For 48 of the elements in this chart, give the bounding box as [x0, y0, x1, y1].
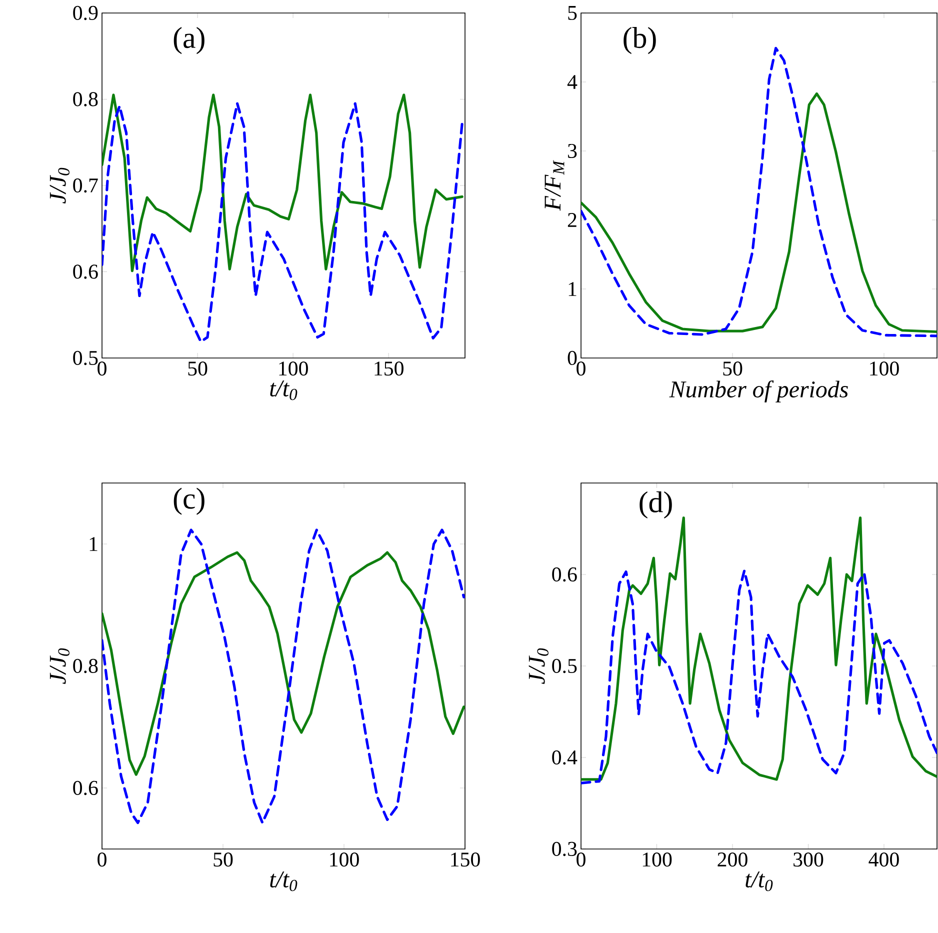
y-tick-label: 0.6 — [73, 264, 98, 279]
y-tick-label: 0.8 — [73, 658, 98, 674]
y-tick-label: 0.5 — [73, 350, 98, 366]
x-tick-label: 100 — [330, 852, 359, 867]
x-tick-label: 400 — [868, 852, 899, 867]
line-series — [102, 551, 466, 776]
y-tick-label: 4 — [567, 75, 578, 89]
x-tick-label: 50 — [723, 362, 742, 376]
x-tick-label: 150 — [451, 852, 480, 867]
line-series — [581, 570, 938, 784]
annotation: (a) — [174, 27, 204, 54]
y-tick-label: 0.9 — [73, 6, 98, 20]
x-axis-title: t/t$_{0}$ — [746, 871, 773, 892]
x-tick-label: 300 — [794, 852, 824, 867]
y-tick-label: 5 — [568, 6, 577, 20]
y-tick-label: 1 — [568, 282, 576, 296]
line-series — [102, 94, 464, 272]
x-tick-label: 50 — [214, 852, 233, 867]
y-tick-label: 0.7 — [73, 178, 98, 193]
y-tick-label: 0.4 — [552, 750, 578, 765]
annotation: (d) — [640, 491, 672, 518]
x-tick-label: 50 — [188, 362, 208, 376]
line-series — [102, 102, 464, 343]
y-tick-label: 0.6 — [552, 567, 577, 582]
y-tick-label: 0.6 — [73, 780, 98, 796]
y-tick-label: 0.5 — [552, 658, 577, 674]
x-axis-title: Number of periods — [669, 380, 848, 402]
x-tick-label: 100 — [642, 852, 672, 867]
x-axis-title: t/t$_{0}$ — [270, 380, 298, 400]
annotation: (b) — [624, 27, 656, 54]
y-tick-label: 0.8 — [73, 92, 98, 106]
line-series — [102, 528, 466, 824]
y-tick-label: 0 — [568, 350, 577, 366]
x-tick-label: 100 — [279, 362, 308, 376]
y-tick-label: 3 — [568, 144, 577, 158]
y-axis-title: F/F$_{M}$ — [544, 160, 564, 211]
y-tick-label: 2 — [568, 213, 576, 227]
x-tick-label: 100 — [870, 362, 899, 376]
y-tick-label: 1 — [90, 537, 98, 551]
x-tick-label: 150 — [374, 362, 404, 376]
x-tick-label: 200 — [718, 852, 748, 867]
x-axis-title: t/t$_{0}$ — [270, 871, 298, 892]
y-tick-label: 0.3 — [552, 842, 577, 856]
y-axis-title: J/J$_{0}$ — [50, 648, 70, 684]
annotation: (c) — [174, 488, 204, 515]
line-series — [581, 92, 938, 334]
y-axis-title: J/J$_{0}$ — [50, 168, 70, 204]
y-axis-title: J/J$_{0}$ — [528, 648, 548, 684]
